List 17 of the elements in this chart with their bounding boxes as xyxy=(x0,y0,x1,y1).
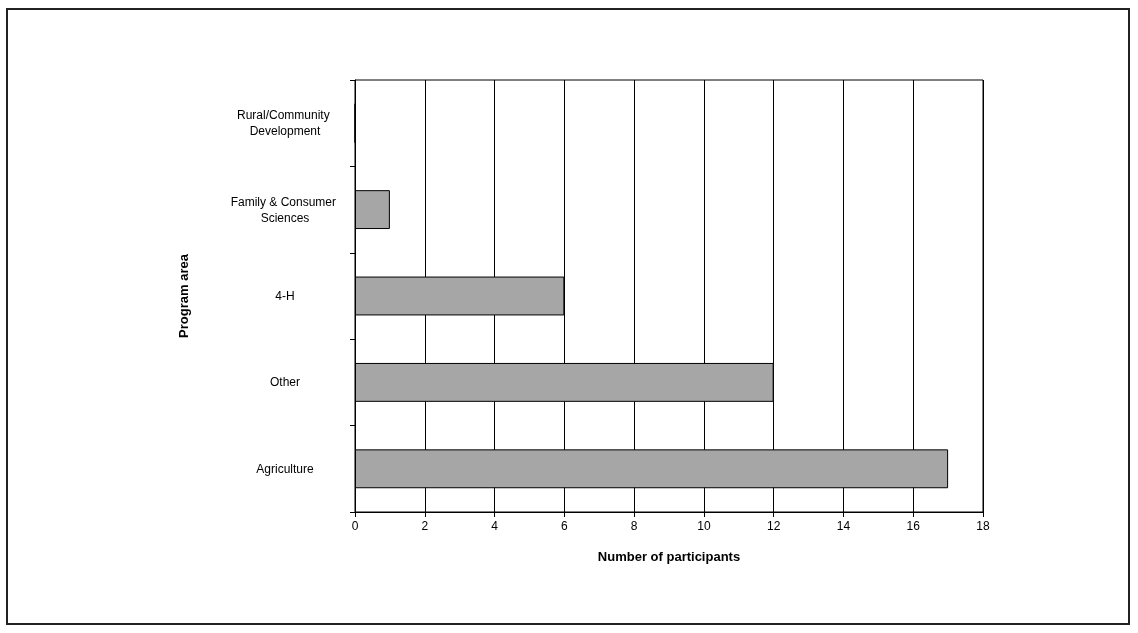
y-tick-label: 4-H xyxy=(275,289,295,303)
y-tick-label: Rural/Community Development xyxy=(236,108,334,139)
x-axis-title: Number of participants xyxy=(597,549,741,564)
x-tick-label: 8 xyxy=(630,519,638,533)
y-tick-label: Agriculture xyxy=(256,461,314,476)
y-tick-label: Other xyxy=(269,375,301,390)
y-axis-title: Program area xyxy=(176,253,191,338)
x-tick-label: 4 xyxy=(491,519,499,533)
x-tick-label: 12 xyxy=(766,519,781,533)
x-tick-label: 2 xyxy=(421,519,429,533)
x-tick-label: 14 xyxy=(836,519,851,533)
x-tick-label: 10 xyxy=(697,519,711,533)
x-tick-label: 18 xyxy=(976,519,990,533)
x-tick-label: 0 xyxy=(351,519,359,533)
x-tick-label: 6 xyxy=(560,519,568,533)
y-tick-label: Family & Consumer Sciences xyxy=(230,194,340,225)
x-tick-label: 16 xyxy=(906,519,921,533)
